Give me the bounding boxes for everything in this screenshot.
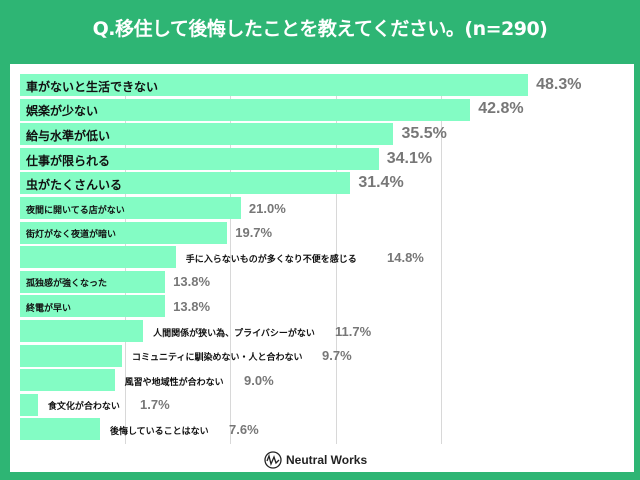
value-label: 13.8% — [173, 298, 211, 314]
category-label: 手に入らないものが多くなり不便を感じる — [185, 254, 357, 265]
bar — [20, 418, 100, 441]
value-label: 31.4% — [358, 174, 404, 192]
bar — [20, 270, 166, 293]
bar — [20, 98, 471, 121]
bar — [20, 344, 123, 367]
value-label: 9.7% — [322, 348, 352, 364]
value-label: 48.3% — [536, 75, 582, 93]
value-label: 42.8% — [478, 100, 524, 118]
bar — [20, 369, 115, 392]
bar — [20, 197, 241, 219]
value-label: 13.8% — [173, 274, 211, 290]
bar — [20, 320, 144, 342]
neutral-works-logo-icon — [264, 451, 282, 469]
category-label: 虫がたくさんいる — [26, 178, 123, 193]
value-label: 21.0% — [248, 200, 286, 216]
gridline — [230, 74, 232, 444]
bar — [20, 295, 166, 318]
value-label: 34.1% — [386, 149, 433, 167]
bar — [20, 172, 351, 195]
bar — [20, 221, 228, 244]
value-label: 19.7% — [235, 225, 273, 241]
gridline — [335, 74, 337, 444]
value-label: 14.8% — [387, 249, 424, 265]
category-label: コミュニティに馴染めない・人と合わない — [132, 353, 303, 364]
category-label: 夜間に開いてる店がない — [26, 205, 125, 216]
category-label: 風習や地域性が合わない — [124, 377, 224, 388]
value-label: 35.5% — [401, 125, 447, 142]
value-label: 7.6% — [229, 421, 259, 437]
bar — [20, 393, 38, 416]
category-label: 街灯がなく夜道が暗い — [26, 230, 117, 241]
category-label: 後悔していることはない — [109, 427, 209, 437]
category-label: 人間関係が狭い為、プライバシーがない — [153, 328, 315, 339]
category-label: 仕事が限られる — [26, 153, 111, 168]
gridline — [440, 74, 442, 444]
category-label: 娯楽が少ない — [26, 104, 99, 119]
value-label: 11.7% — [335, 323, 372, 339]
logo-text: Neutral Works — [286, 453, 368, 467]
value-label: 9.0% — [244, 372, 274, 388]
bar — [20, 123, 394, 146]
bar — [20, 147, 379, 170]
category-label: 車がないと生活できない — [26, 79, 159, 94]
logo: Neutral Works — [264, 451, 367, 469]
bar — [20, 246, 176, 269]
bar — [20, 74, 529, 96]
category-label: 孤独感が強くなった — [26, 279, 108, 290]
category-label: 食文化が合わない — [47, 402, 120, 413]
value-label: 1.7% — [140, 397, 170, 413]
category-label: 終電が早い — [26, 304, 72, 314]
chart-title: Q.移住して後悔したことを教えてください。(n=290) — [92, 18, 548, 40]
category-label: 給与水準が低い — [26, 129, 111, 143]
